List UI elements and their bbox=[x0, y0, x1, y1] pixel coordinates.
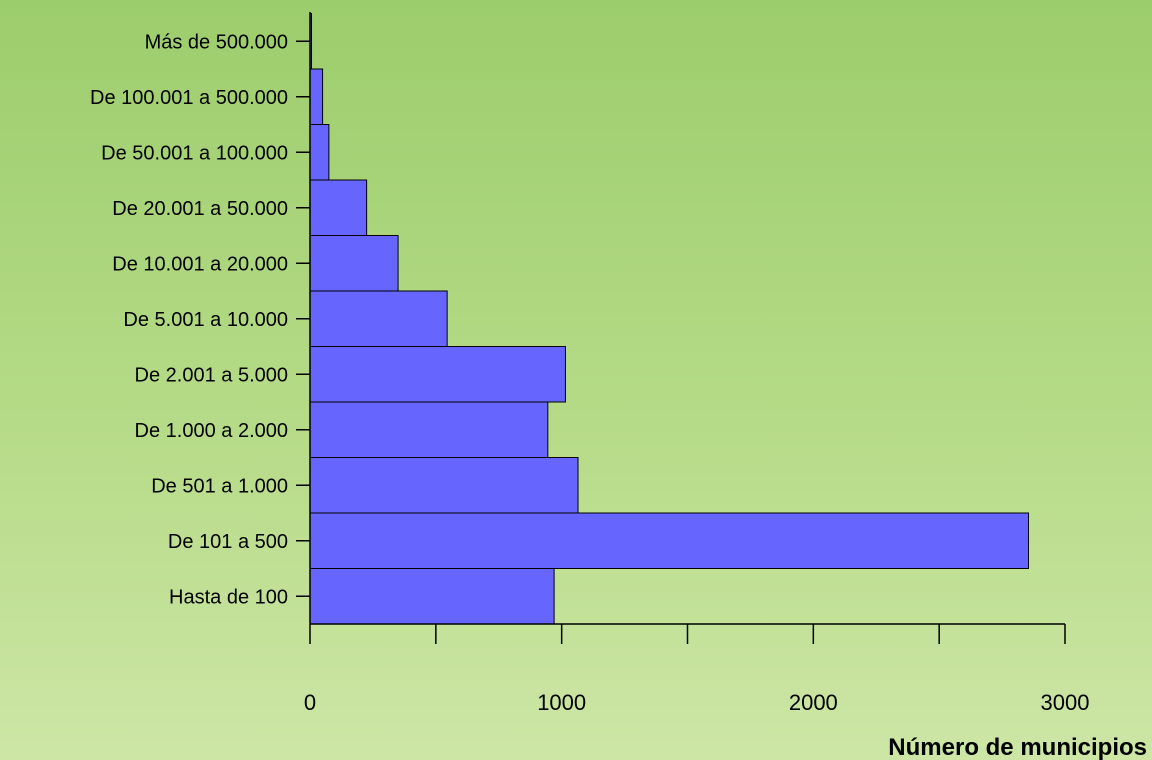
bar bbox=[309, 124, 330, 181]
x-axis-title: Número de municipios bbox=[888, 734, 1147, 760]
bar bbox=[309, 401, 549, 458]
bar bbox=[309, 346, 566, 403]
y-tick-label: De 10.001 a 20.000 bbox=[112, 253, 288, 275]
bar bbox=[309, 290, 448, 347]
y-tick-label: De 100.001 a 500.000 bbox=[90, 87, 288, 109]
y-tick-label: De 1.000 a 2.000 bbox=[135, 420, 288, 442]
y-tick-label: De 101 a 500 bbox=[168, 531, 288, 553]
x-tick-label: 1000 bbox=[537, 690, 586, 715]
y-tick-label: De 2.001 a 5.000 bbox=[135, 364, 288, 386]
y-tick-label: De 20.001 a 50.000 bbox=[112, 198, 288, 220]
bars-group bbox=[309, 13, 1030, 625]
bar bbox=[309, 457, 579, 514]
y-axis: Hasta de 100 De 101 a 500 De 501 a 1.000 De… bbox=[90, 12, 311, 624]
x-axis: 0 1000 2000 3000 bbox=[304, 623, 1090, 715]
bar bbox=[309, 235, 399, 292]
x-tick-label: 3000 bbox=[1041, 690, 1090, 715]
bar bbox=[309, 568, 555, 625]
y-tick-label: De 5.001 a 10.000 bbox=[123, 309, 288, 331]
y-tick-label: Hasta de 100 bbox=[169, 586, 288, 608]
y-tick-label: De 50.001 a 100.000 bbox=[101, 142, 288, 164]
x-tick-label: 0 bbox=[304, 690, 316, 715]
y-tick-label: De 501 a 1.000 bbox=[151, 475, 288, 497]
y-tick-label: Más de 500.000 bbox=[145, 31, 288, 53]
bar bbox=[309, 179, 368, 236]
x-tick-label: 2000 bbox=[789, 690, 838, 715]
bar bbox=[309, 68, 324, 125]
bar bbox=[309, 512, 1030, 569]
